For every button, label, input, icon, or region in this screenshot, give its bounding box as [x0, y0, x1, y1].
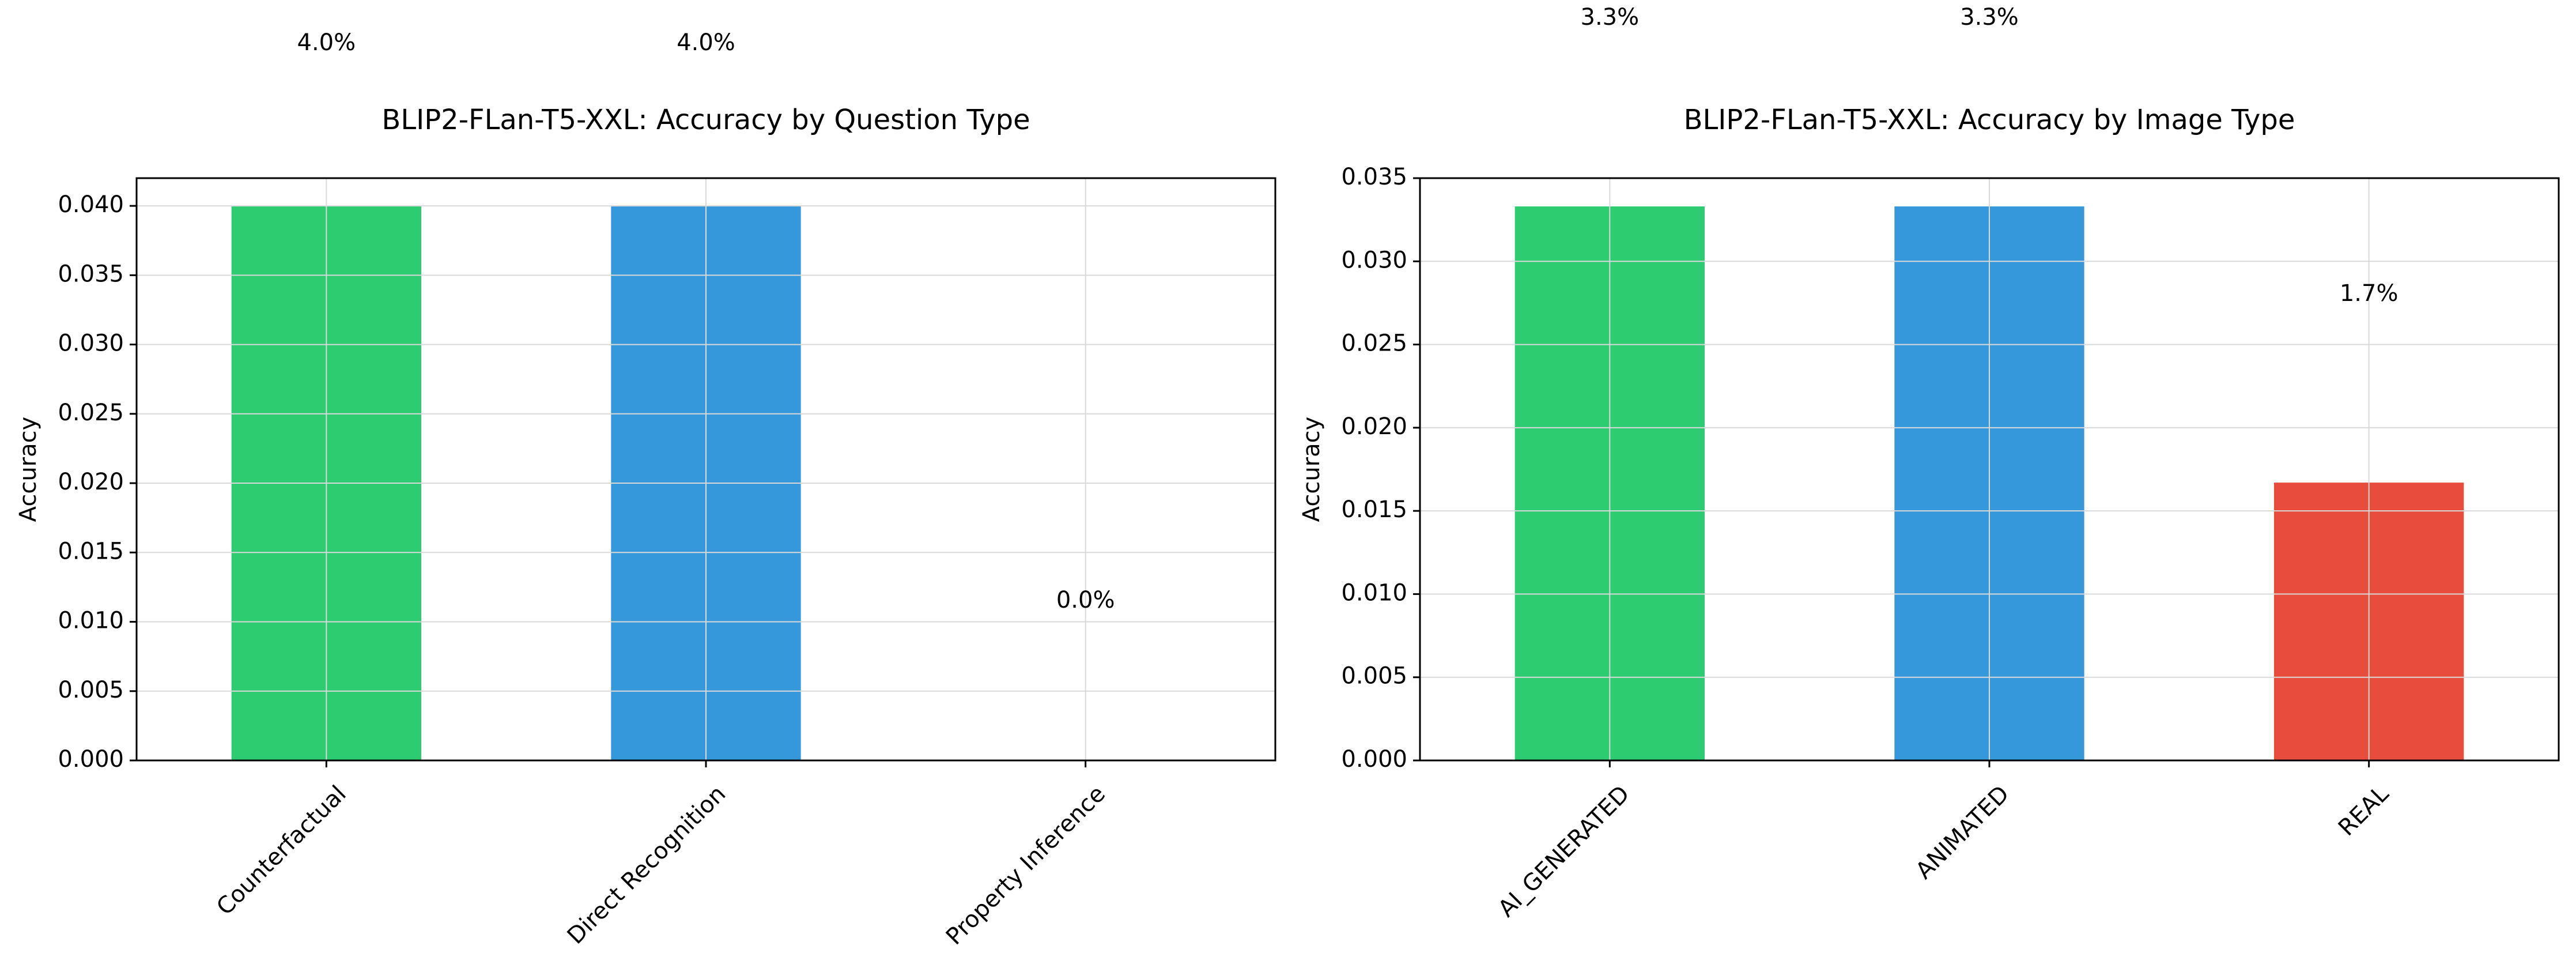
y-tick-label: 0.005	[1341, 663, 1407, 690]
y-axis-label: Accuracy	[1298, 417, 1325, 522]
y-tick-label: 0.000	[58, 746, 124, 773]
y-tick-label: 0.020	[1341, 413, 1407, 440]
y-tick-label: 0.035	[58, 261, 124, 287]
y-tick-label: 0.015	[58, 538, 124, 564]
y-tick-label: 0.035	[1341, 164, 1407, 190]
y-tick-label: 0.010	[58, 608, 124, 634]
y-tick-label: 0.005	[58, 677, 124, 703]
y-tick-label: 0.040	[58, 191, 124, 218]
data-label: 4.0%	[677, 29, 735, 56]
y-tick-label: 0.030	[58, 330, 124, 357]
data-label: 4.0%	[297, 29, 356, 56]
chart-title: BLIP2-FLan-T5-XXL: Accuracy by Image Typ…	[1684, 104, 2295, 136]
data-label: 1.7%	[2340, 280, 2399, 307]
y-tick-label: 0.000	[1341, 746, 1407, 773]
y-tick-label: 0.020	[58, 469, 124, 495]
data-label: 3.3%	[1960, 4, 2019, 31]
y-tick-label: 0.025	[58, 400, 124, 426]
y-axis-label: Accuracy	[15, 417, 41, 522]
y-tick-label: 0.025	[1341, 330, 1407, 357]
data-label: 0.0%	[1056, 587, 1115, 613]
chart-title: BLIP2-FLan-T5-XXL: Accuracy by Question …	[382, 104, 1030, 136]
y-tick-label: 0.030	[1341, 247, 1407, 273]
y-tick-label: 0.010	[1341, 579, 1407, 606]
y-tick-label: 0.015	[1341, 496, 1407, 523]
data-label: 3.3%	[1581, 4, 1640, 31]
